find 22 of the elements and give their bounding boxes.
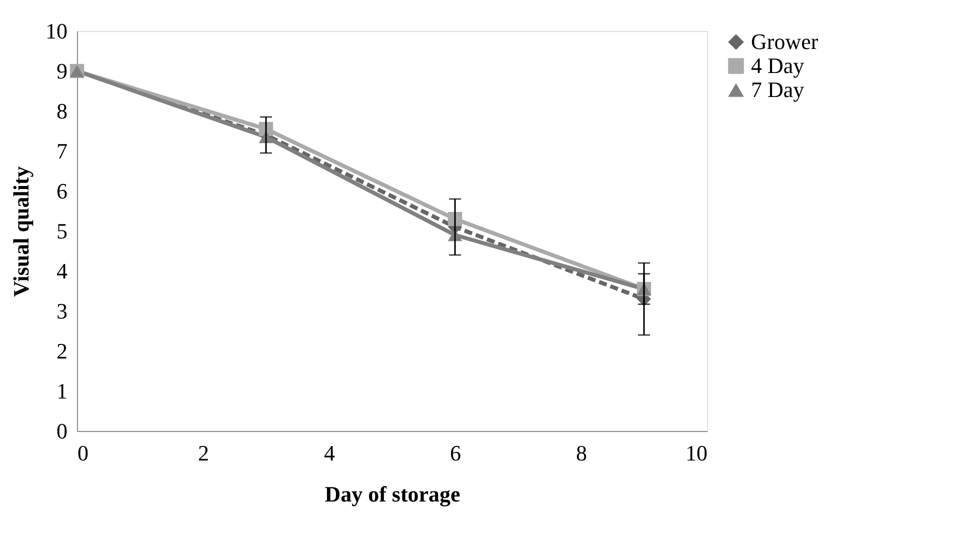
y-tick-label: 9 (56, 58, 68, 84)
y-tick-label: 2 (56, 338, 68, 364)
x-tick-label: 4 (324, 440, 335, 466)
y-axis-title: Visual quality (8, 166, 34, 297)
legend-label: Grower (751, 29, 819, 54)
y-tick-label: 10 (46, 18, 68, 44)
x-tick-label: 2 (198, 440, 209, 466)
y-tick-label: 6 (56, 178, 68, 204)
x-tick-label: 6 (450, 440, 461, 466)
x-axis-title: Day of storage (324, 482, 461, 506)
y-tick-label: 1 (56, 378, 68, 404)
y-tick-label: 7 (56, 138, 68, 164)
legend-label: 7 Day (751, 77, 804, 102)
x-tick-label: 8 (576, 440, 587, 466)
x-tick-label: 10 (686, 440, 708, 466)
legend-label: 4 Day (751, 53, 804, 78)
x-tick-label: 0 (78, 440, 88, 466)
y-tick-label: 3 (56, 298, 68, 324)
y-tick-label: 0 (56, 418, 68, 444)
y-tick-label: 4 (56, 258, 68, 284)
y-tick-label: 5 (56, 218, 68, 244)
y-tick-label: 8 (56, 98, 68, 124)
